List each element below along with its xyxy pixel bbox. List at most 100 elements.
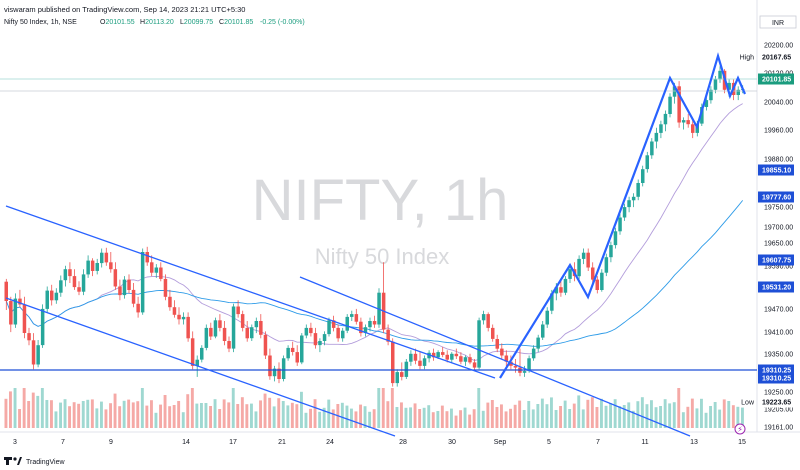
- candle: [154, 264, 159, 278]
- channel-upper-line[interactable]: [5, 205, 496, 379]
- x-tick-label: 7: [61, 439, 65, 446]
- y-tick-label: 20040.00: [764, 100, 793, 107]
- svg-text:⚡: ⚡: [737, 425, 743, 434]
- open-label: O: [100, 19, 106, 26]
- x-tick-label: 5: [547, 439, 551, 446]
- volume-bar: [259, 400, 262, 428]
- volume-bar: [63, 399, 67, 428]
- volume-bar: [672, 402, 676, 428]
- candle: [400, 362, 404, 381]
- candle: [236, 300, 240, 318]
- volume-bar: [509, 408, 512, 428]
- candle: [736, 86, 740, 101]
- volume-bar: [268, 397, 272, 428]
- volume-bar: [668, 403, 672, 428]
- publisher-text: viswaram published on TradingView.com, S…: [4, 5, 245, 14]
- candle: [568, 265, 572, 283]
- volume-bar: [481, 410, 485, 428]
- volume-bar: [327, 399, 331, 428]
- candle: [422, 355, 427, 370]
- lightning-icon[interactable]: ⚡: [734, 423, 746, 435]
- volume-bar: [340, 402, 344, 428]
- svg-text:C20101.85: C20101.85: [219, 19, 253, 26]
- volume-bar: [586, 399, 590, 428]
- volume-bar: [709, 406, 712, 428]
- volume-bar: [372, 409, 376, 428]
- volume-bar: [240, 397, 244, 428]
- volume-bar: [613, 399, 617, 428]
- candle: [604, 253, 609, 277]
- x-tick-label: 14: [182, 439, 190, 446]
- volume-bar: [209, 406, 212, 428]
- candle: [481, 310, 486, 325]
- candle: [454, 348, 459, 359]
- volume-bar: [459, 410, 462, 428]
- tradingview-logo: TradingView: [4, 457, 65, 466]
- volume-bar: [409, 407, 412, 428]
- volume-bar: [577, 395, 581, 428]
- candle: [181, 312, 186, 325]
- candle: [595, 276, 599, 294]
- price-tag-value: 19855.10: [762, 168, 791, 175]
- price-tag: 19310.25: [758, 372, 794, 384]
- candle: [504, 350, 509, 366]
- volume-bar: [245, 404, 249, 428]
- volume-bar: [163, 395, 167, 428]
- volume-bar: [277, 398, 281, 428]
- volume-bar: [622, 405, 626, 428]
- volume-bar: [618, 406, 622, 428]
- candle: [100, 248, 104, 268]
- volume-bar: [86, 399, 90, 428]
- volume-bar: [118, 406, 122, 428]
- watermark-symbol: NIFTY, 1h: [252, 168, 509, 233]
- candle: [431, 348, 436, 361]
- price-tag: 19777.60: [758, 191, 794, 203]
- candle: [68, 262, 72, 283]
- volume-bar: [550, 397, 553, 428]
- volume-bar: [254, 411, 258, 428]
- price-axis[interactable]: [757, 0, 800, 432]
- candle: [477, 317, 481, 370]
- change-value: -0.25 (-0.00%): [260, 19, 305, 26]
- x-tick-label: 30: [448, 439, 456, 446]
- candle: [113, 262, 118, 290]
- volume-bar: [345, 405, 349, 428]
- candle: [109, 252, 113, 273]
- candle: [50, 284, 54, 306]
- candle: [368, 317, 372, 332]
- close-value: 20101.85: [224, 19, 253, 26]
- candle: [204, 324, 209, 351]
- channel-lower-line[interactable]: [5, 297, 396, 437]
- price-tag-value: 19777.60: [762, 195, 791, 202]
- candle: [622, 203, 627, 221]
- volume-bar: [404, 407, 408, 428]
- candle: [309, 322, 313, 337]
- volume-bar: [554, 410, 558, 428]
- channel-lower-ext-line[interactable]: [299, 276, 691, 437]
- time-axis[interactable]: [0, 432, 800, 452]
- currency-box[interactable]: [759, 15, 797, 29]
- candle: [31, 333, 36, 370]
- candle: [27, 327, 31, 346]
- x-tick-label: 17: [229, 439, 237, 446]
- candle: [404, 359, 409, 379]
- zigzag-pattern[interactable]: [499, 52, 747, 379]
- candle: [413, 348, 418, 365]
- candle: [240, 310, 245, 332]
- volume-bar: [181, 412, 185, 428]
- volume-bar: [72, 402, 76, 428]
- svg-text:L20099.75: L20099.75: [180, 19, 213, 26]
- candle: [350, 310, 354, 321]
- volume-bar: [159, 404, 162, 428]
- svg-text:H20113.20: H20113.20: [140, 19, 174, 26]
- volume-bar: [440, 405, 444, 428]
- volume-bar: [640, 397, 644, 428]
- volume-bar: [422, 407, 426, 428]
- symbol-legend[interactable]: Nifty 50 Index, 1h, NSE O20101.55 H20113…: [4, 19, 305, 26]
- volume-bar: [218, 409, 222, 428]
- candle: [522, 365, 527, 377]
- volume-bar: [518, 400, 522, 428]
- volume-bar: [127, 399, 131, 428]
- volume-bar: [363, 406, 367, 428]
- y-tick-label: 20200.00: [764, 43, 793, 50]
